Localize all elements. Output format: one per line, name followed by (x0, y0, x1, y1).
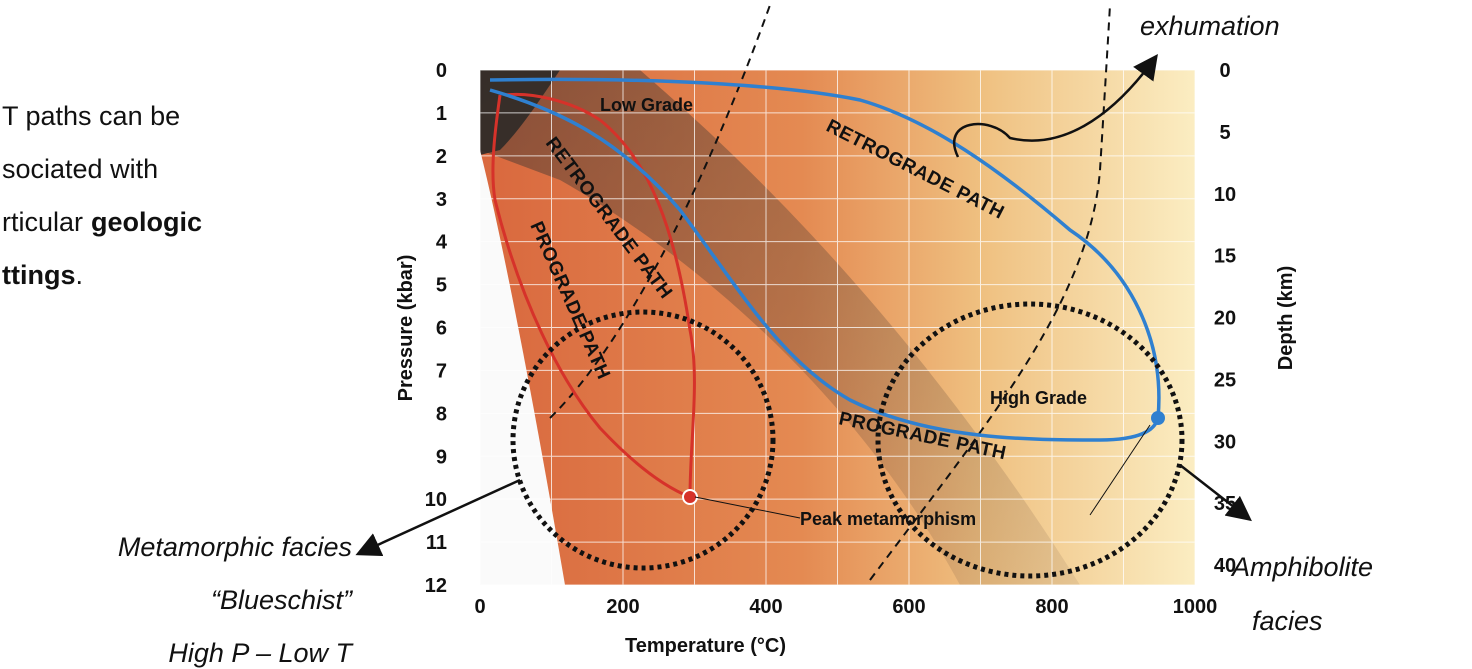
facies-text: High P – Low T (168, 638, 354, 668)
temperature-tick: 200 (606, 596, 639, 618)
pressure-tick: 1 (436, 103, 447, 125)
exhumation: exhumation (1140, 11, 1280, 41)
axis-title: Temperature (°C) (625, 635, 786, 657)
temperature-tick: 800 (1035, 596, 1068, 618)
axis-title: Depth (km) (1275, 266, 1297, 370)
pressure-tick: 8 (436, 403, 447, 425)
slide: T paths can be sociated with rticular geo… (0, 0, 1472, 669)
pressure-tick: 2 (436, 146, 447, 168)
facies-text: “Blueschist” (211, 585, 353, 615)
bullet-line: rticular (2, 207, 83, 237)
depth-tick: 25 (1214, 369, 1236, 391)
facies-text: Amphibolite (1230, 552, 1373, 582)
pressure-tick: 3 (436, 189, 447, 211)
pressure-tick: 7 (436, 360, 447, 382)
point (1151, 411, 1165, 425)
depth-tick: 10 (1214, 184, 1236, 206)
svg-text:ttings.: ttings. (2, 260, 83, 290)
depth-tick: 20 (1214, 308, 1236, 330)
peak-label: Peak metamorphism (800, 509, 976, 529)
depth-tick: 15 (1214, 246, 1236, 268)
depth-tick: 35 (1214, 493, 1236, 515)
low-grade: Low Grade (600, 95, 693, 115)
facies-text: facies (1252, 606, 1323, 636)
diagram: Low Grade High Grade Peak metamorphism R… (395, 5, 1297, 657)
pressure-tick: 9 (436, 446, 447, 468)
pressure-tick: 12 (425, 575, 447, 597)
temperature-tick: 0 (474, 596, 485, 618)
pressure-tick: 6 (436, 318, 447, 340)
bullet-line: . (76, 260, 84, 290)
depth-tick: 5 (1219, 122, 1230, 144)
bullet-line: T paths can be (2, 101, 180, 131)
point (683, 490, 697, 504)
pressure-tick: 4 (436, 232, 448, 254)
high-grade: High Grade (990, 388, 1087, 408)
depth-tick: 30 (1214, 431, 1236, 453)
axis-title: Pressure (kbar) (395, 255, 417, 402)
pressure-tick: 10 (425, 489, 447, 511)
bullet-text: T paths can be sociated with rticular geo… (2, 101, 202, 290)
bullet-bold: geologic (91, 207, 202, 237)
depth-tick: 0 (1219, 60, 1230, 82)
facies-text: Metamorphic facies (118, 532, 352, 562)
pressure-tick: 0 (436, 60, 447, 82)
temperature-tick: 1000 (1173, 596, 1218, 618)
bullet-bold: ttings (2, 260, 76, 290)
bullet-line: sociated with (2, 154, 158, 184)
pressure-tick: 5 (436, 275, 447, 297)
pressure-tick: 11 (426, 532, 447, 554)
temperature-tick: 600 (892, 596, 925, 618)
temperature-tick: 400 (749, 596, 782, 618)
